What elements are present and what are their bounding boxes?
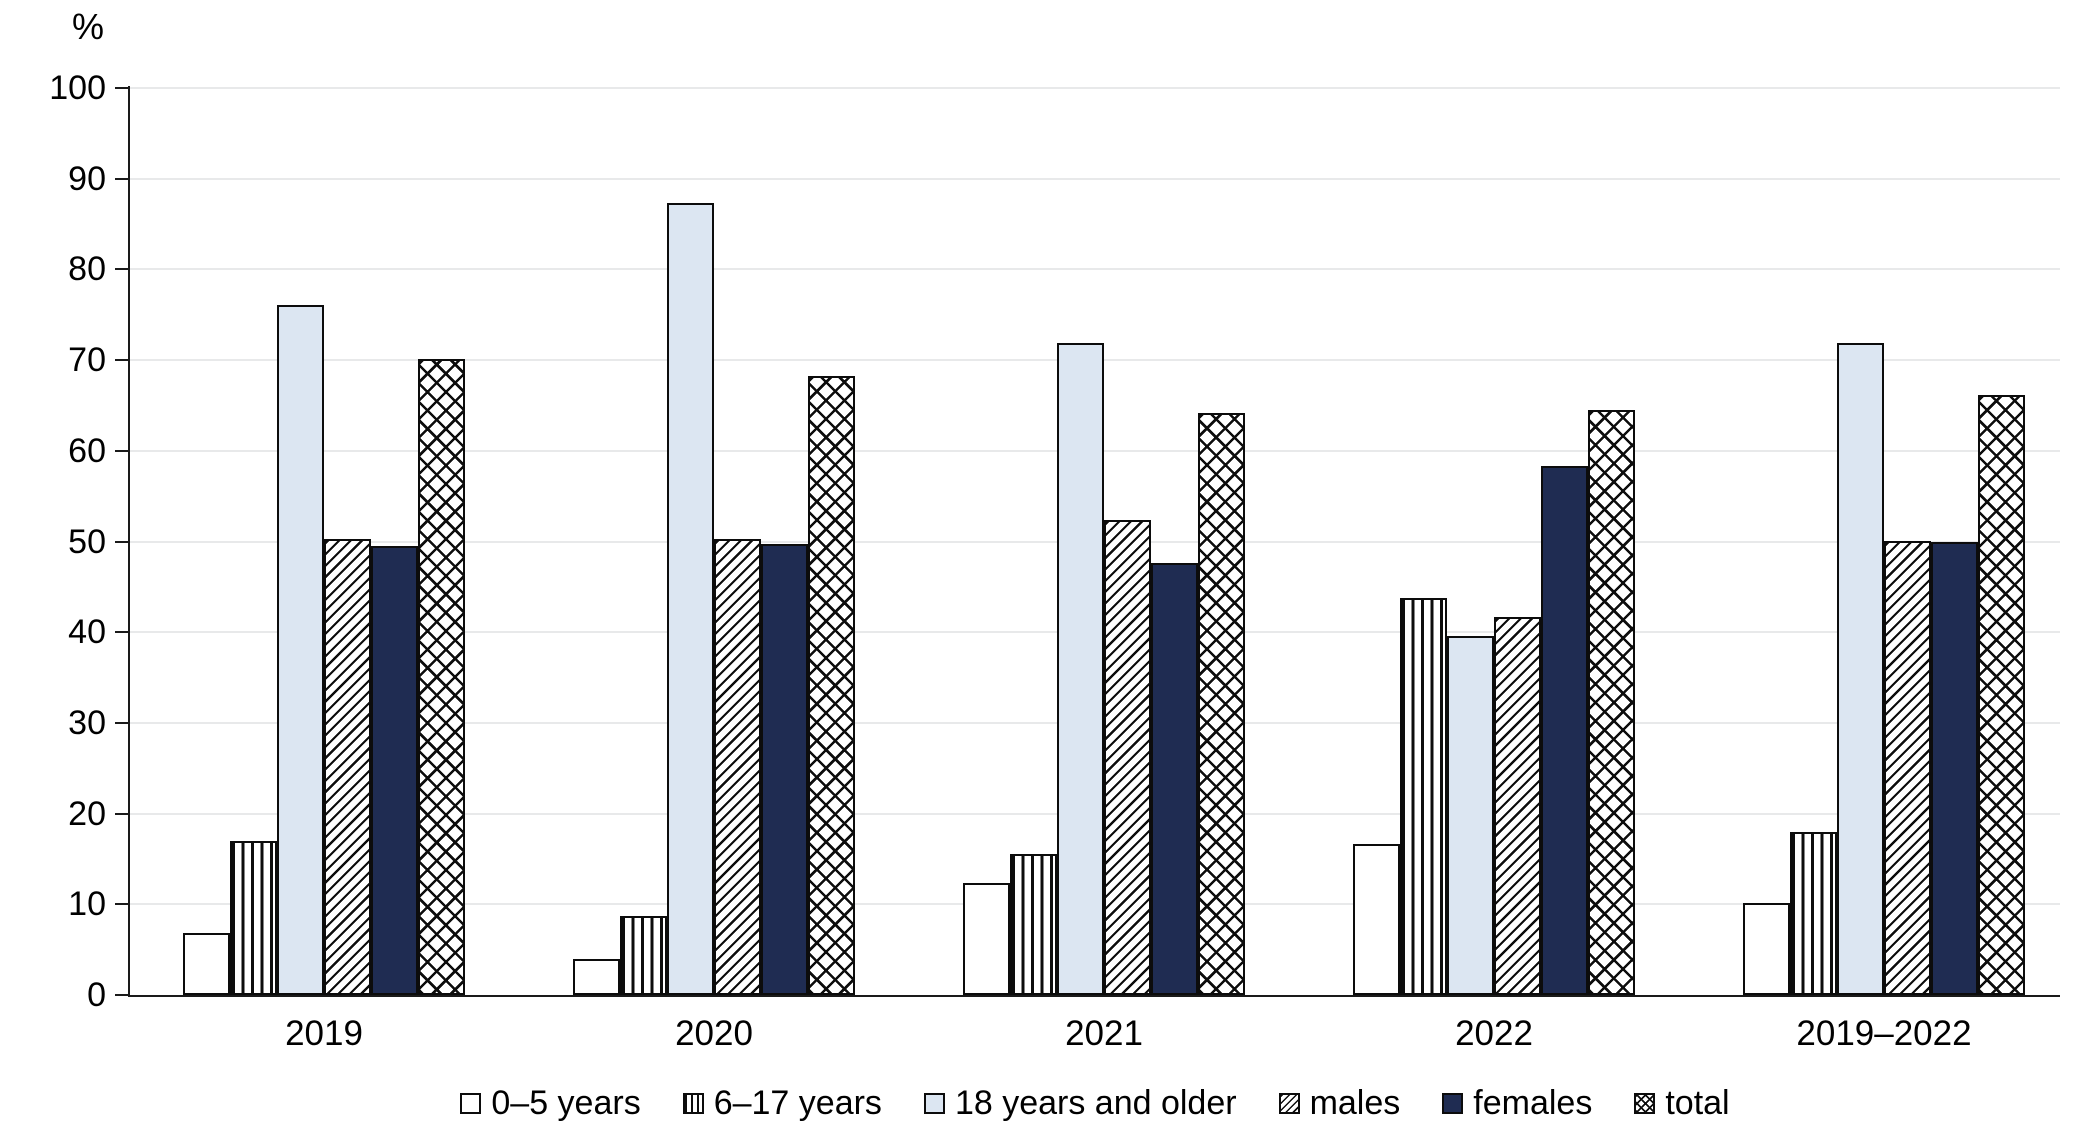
x-axis-label-2019–2022: 2019–2022 (1796, 1014, 1972, 1053)
gridline-90 (130, 177, 2060, 180)
y-axis-tick-80 (115, 268, 128, 271)
gridline-80 (130, 268, 2060, 271)
legend-swatch-solid-dark-icon (1442, 1092, 1464, 1114)
y-tick-label-90: 90 (68, 159, 106, 198)
legend-swatch-vertical-stripes-icon (682, 1092, 704, 1114)
y-tick-label-100: 100 (49, 69, 106, 107)
legend-label-males: males (1309, 1084, 1401, 1122)
y-axis-unit-label: % (71, 6, 104, 47)
legend-swatch-crosshatch-icon (1634, 1092, 1656, 1114)
bar-0–5-years-2019 (183, 933, 230, 995)
y-tick-label-70: 70 (68, 341, 106, 380)
bar-18-years-and-older-2022 (1447, 635, 1494, 995)
plot-area (130, 87, 2060, 995)
bar-total-2021 (1198, 412, 1245, 995)
y-tick-label-10: 10 (68, 885, 106, 924)
y-tick-label-80: 80 (68, 250, 106, 289)
bar-0–5-years-2021 (963, 883, 1010, 995)
bar-6–17-years-2019 (230, 840, 277, 995)
legend-swatch-diagonal-stripes-icon (1278, 1092, 1300, 1114)
bar-6–17-years-2020 (620, 916, 667, 995)
legend-swatch-plain-icon (460, 1092, 482, 1114)
x-axis-label-2021: 2021 (1065, 1014, 1143, 1053)
bar-6–17-years-2022 (1400, 597, 1447, 995)
bar-6–17-years-2019–2022 (1790, 831, 1837, 995)
bar-18-years-and-older-2019 (277, 304, 324, 995)
legend-label-females: females (1473, 1084, 1593, 1122)
y-axis-tick-70 (115, 359, 128, 362)
y-axis-tick-0 (115, 994, 128, 996)
legend-item-total: total (1634, 1083, 1730, 1123)
bar-18-years-and-older-2020 (667, 203, 714, 995)
bar-0–5-years-2020 (573, 958, 620, 995)
bar-total-2020 (808, 376, 855, 995)
y-axis-tick-60 (115, 449, 128, 452)
bar-males-2019 (324, 538, 371, 995)
bar-males-2022 (1494, 616, 1541, 995)
bar-total-2019–2022 (1978, 395, 2025, 995)
y-axis-line (128, 86, 130, 997)
legend-item-males: males (1278, 1083, 1401, 1123)
bar-18-years-and-older-2019–2022 (1837, 342, 1884, 995)
x-axis-label-2020: 2020 (675, 1014, 753, 1053)
legend-label-total: total (1665, 1084, 1730, 1122)
bar-females-2019 (371, 546, 418, 995)
y-axis-tick-30 (115, 721, 128, 724)
x-axis-line (128, 995, 2060, 997)
bar-males-2020 (714, 538, 761, 995)
y-axis-tick-20 (115, 812, 128, 815)
chart-legend: 0–5 years 6–17 years 18 years and older mal… (130, 1083, 2060, 1123)
y-axis-tick-40 (115, 631, 128, 634)
legend-swatch-solid-light-icon (923, 1092, 945, 1114)
x-axis-label-2019: 2019 (285, 1014, 363, 1053)
legend-label-18-years-and-older: 18 years and older (954, 1084, 1237, 1122)
bar-0–5-years-2019–2022 (1743, 903, 1790, 995)
legend-item-18-years-and-older: 18 years and older (923, 1083, 1237, 1123)
bar-females-2019–2022 (1931, 542, 1978, 995)
bar-6–17-years-2021 (1010, 854, 1057, 995)
bar-females-2022 (1541, 466, 1588, 995)
bar-females-2020 (761, 544, 808, 995)
legend-item-6–17-years: 6–17 years (682, 1083, 882, 1123)
y-axis-tick-100 (115, 87, 128, 89)
bar-total-2019 (418, 359, 465, 995)
gridline-100 (130, 87, 2060, 89)
y-axis-tick-50 (115, 540, 128, 543)
bar-0–5-years-2022 (1353, 843, 1400, 995)
y-tick-label-20: 20 (68, 794, 106, 833)
y-tick-label-0: 0 (87, 976, 106, 1014)
legend-item-0–5-years: 0–5 years (460, 1083, 641, 1123)
y-tick-label-40: 40 (68, 613, 106, 652)
bar-females-2021 (1151, 563, 1198, 995)
bar-18-years-and-older-2021 (1057, 342, 1104, 995)
y-axis-tick-90 (115, 177, 128, 180)
legend-label-6–17-years: 6–17 years (713, 1084, 882, 1122)
y-axis-tick-10 (115, 903, 128, 906)
y-tick-label-30: 30 (68, 703, 106, 742)
bar-males-2019–2022 (1884, 540, 1931, 995)
legend-label-0–5-years: 0–5 years (491, 1084, 641, 1122)
legend-item-females: females (1442, 1083, 1592, 1123)
y-tick-label-50: 50 (68, 522, 106, 561)
y-tick-label-60: 60 (68, 431, 106, 470)
bar-males-2021 (1104, 519, 1151, 995)
x-axis-label-2022: 2022 (1455, 1014, 1533, 1053)
bar-total-2022 (1588, 409, 1635, 995)
